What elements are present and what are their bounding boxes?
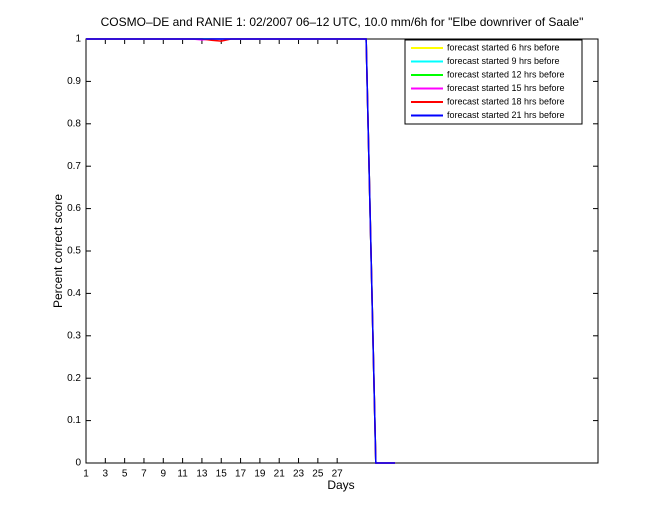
legend-box xyxy=(404,39,583,125)
y-tick-label: 0.6 xyxy=(67,203,81,214)
legend-label: forecast started 18 hrs before xyxy=(447,96,565,106)
legend-label: forecast started 6 hrs before xyxy=(447,42,560,52)
x-tick-label: 25 xyxy=(312,469,324,480)
legend-label: forecast started 15 hrs before xyxy=(447,83,565,93)
legend-label: forecast started 9 hrs before xyxy=(447,56,560,66)
x-tick-label: 21 xyxy=(274,469,286,480)
y-tick-label: 1 xyxy=(75,34,81,45)
x-tick-label: 1 xyxy=(83,469,89,480)
x-tick-label: 19 xyxy=(254,469,266,480)
x-tick-label: 9 xyxy=(161,469,167,480)
x-tick-label: 15 xyxy=(216,469,228,480)
y-tick-label: 0.4 xyxy=(67,288,81,299)
y-tick-label: 0.1 xyxy=(67,415,81,426)
x-tick-label: 17 xyxy=(235,469,247,480)
x-tick-label: 27 xyxy=(332,469,344,480)
legend-label: forecast started 12 hrs before xyxy=(447,69,565,79)
series-line xyxy=(86,38,396,464)
x-tick-label: 3 xyxy=(103,469,109,480)
x-tick-label: 23 xyxy=(293,469,305,480)
y-tick-label: 0.7 xyxy=(67,161,81,172)
y-tick-label: 0.9 xyxy=(67,76,81,87)
y-tick-label: 0 xyxy=(75,458,81,469)
x-tick-label: 11 xyxy=(177,469,188,480)
y-tick-label: 0.2 xyxy=(67,373,81,384)
legend-label: forecast started 21 hrs before xyxy=(447,110,565,120)
y-tick-label: 0.5 xyxy=(67,246,81,257)
y-tick-label: 0.8 xyxy=(67,118,81,129)
y-tick-label: 0.3 xyxy=(67,330,81,341)
y-axis-label: Percent correct score xyxy=(51,194,65,308)
x-axis-label: Days xyxy=(327,478,354,492)
x-tick-label: 7 xyxy=(141,469,147,480)
x-tick-label: 13 xyxy=(196,469,208,480)
chart-title: COSMO–DE and RANIE 1: 02/2007 06–12 UTC,… xyxy=(101,15,584,29)
x-tick-label: 5 xyxy=(122,469,128,480)
